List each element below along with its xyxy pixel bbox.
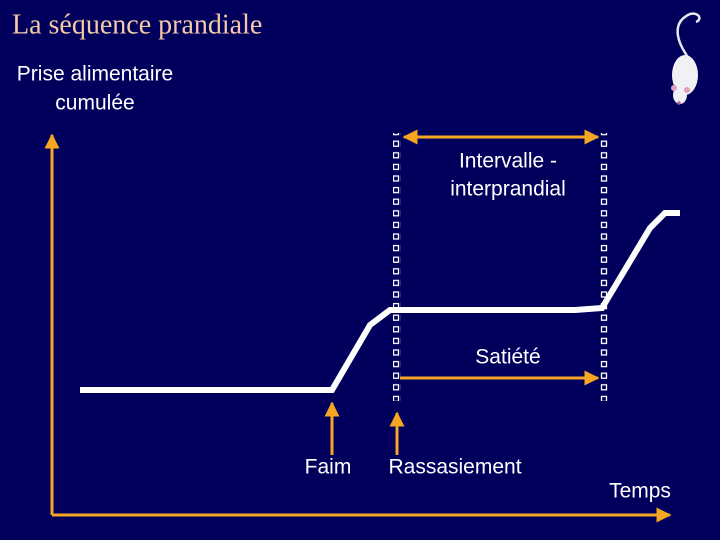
y-axis-label: cumulée — [55, 92, 134, 115]
slide-title: La séquence prandiale — [12, 9, 262, 40]
x-axis-label: Temps — [609, 480, 671, 503]
meal-start-marker — [600, 133, 608, 401]
satiety-label: Satiété — [475, 346, 540, 369]
rat-icon — [671, 12, 701, 105]
y-axis-label: Prise alimentaire — [17, 63, 173, 86]
interval-label: interprandial — [450, 178, 566, 201]
meal-end-marker — [393, 133, 401, 401]
interval-label: Intervalle - — [459, 150, 557, 173]
satiation-label: Rassasiement — [388, 456, 521, 479]
hunger-label: Faim — [305, 456, 352, 479]
intake-curve — [80, 210, 680, 393]
